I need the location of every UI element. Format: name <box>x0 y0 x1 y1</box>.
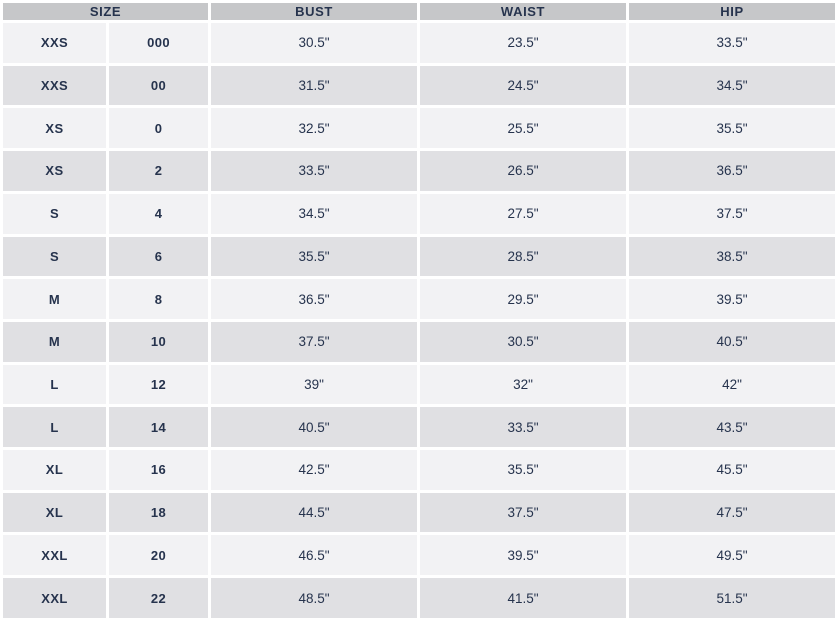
table-row: XXS 000 30.5" 23.5" 33.5" <box>3 23 836 63</box>
hip-column-header: HIP <box>629 3 836 20</box>
size-letter-cell: XL <box>3 492 106 533</box>
hip-cell: 43.5" <box>629 407 836 448</box>
table-row: M 10 37.5" 30.5" 40.5" <box>3 321 836 362</box>
hip-cell: 51.5" <box>629 578 836 618</box>
size-letter-cell: XXL <box>3 578 106 618</box>
waist-cell: 26.5" <box>420 151 627 191</box>
size-number-cell: 0 <box>109 108 209 149</box>
bust-cell: 44.5" <box>211 492 418 533</box>
waist-cell: 37.5" <box>420 492 627 533</box>
bust-column-header: BUST <box>211 3 418 20</box>
size-letter-cell: L <box>3 407 106 448</box>
bust-cell: 36.5" <box>211 279 418 319</box>
table-row: S 4 34.5" 27.5" 37.5" <box>3 193 836 234</box>
size-number-cell: 20 <box>109 535 209 576</box>
hip-cell: 39.5" <box>629 279 836 319</box>
waist-cell: 23.5" <box>420 23 627 63</box>
hip-cell: 45.5" <box>629 450 836 490</box>
hip-cell: 34.5" <box>629 65 836 106</box>
size-number-cell: 00 <box>109 65 209 106</box>
hip-cell: 37.5" <box>629 193 836 234</box>
bust-cell: 46.5" <box>211 535 418 576</box>
size-letter-cell: XL <box>3 450 106 490</box>
size-letter-cell: S <box>3 236 106 277</box>
size-number-cell: 16 <box>109 450 209 490</box>
size-number-cell: 6 <box>109 236 209 277</box>
size-letter-cell: XXS <box>3 65 106 106</box>
size-number-cell: 8 <box>109 279 209 319</box>
waist-cell: 24.5" <box>420 65 627 106</box>
waist-cell: 33.5" <box>420 407 627 448</box>
table-row: XS 0 32.5" 25.5" 35.5" <box>3 108 836 149</box>
bust-cell: 34.5" <box>211 193 418 234</box>
table-row: L 14 40.5" 33.5" 43.5" <box>3 407 836 448</box>
size-column-header: SIZE <box>3 3 209 20</box>
hip-cell: 49.5" <box>629 535 836 576</box>
waist-cell: 25.5" <box>420 108 627 149</box>
size-letter-cell: L <box>3 364 106 405</box>
size-number-cell: 4 <box>109 193 209 234</box>
bust-cell: 35.5" <box>211 236 418 277</box>
hip-cell: 38.5" <box>629 236 836 277</box>
size-letter-cell: M <box>3 321 106 362</box>
size-number-cell: 10 <box>109 321 209 362</box>
waist-cell: 39.5" <box>420 535 627 576</box>
hip-cell: 40.5" <box>629 321 836 362</box>
hip-cell: 33.5" <box>629 23 836 63</box>
size-letter-cell: XS <box>3 151 106 191</box>
waist-column-header: WAIST <box>420 3 627 20</box>
waist-cell: 27.5" <box>420 193 627 234</box>
bust-cell: 33.5" <box>211 151 418 191</box>
hip-cell: 47.5" <box>629 492 836 533</box>
waist-cell: 32" <box>420 364 627 405</box>
bust-cell: 48.5" <box>211 578 418 618</box>
table-row: L 12 39" 32" 42" <box>3 364 836 405</box>
size-letter-cell: XS <box>3 108 106 149</box>
table-row: XL 16 42.5" 35.5" 45.5" <box>3 450 836 490</box>
table-row: XL 18 44.5" 37.5" 47.5" <box>3 492 836 533</box>
hip-cell: 36.5" <box>629 151 836 191</box>
size-letter-cell: S <box>3 193 106 234</box>
size-letter-cell: XXS <box>3 23 106 63</box>
hip-cell: 42" <box>629 364 836 405</box>
size-chart-body: XXS 000 30.5" 23.5" 33.5" XXS 00 31.5" 24.5" 34.5… <box>3 23 836 618</box>
table-row: XXS 00 31.5" 24.5" 34.5" <box>3 65 836 106</box>
bust-cell: 39" <box>211 364 418 405</box>
waist-cell: 29.5" <box>420 279 627 319</box>
bust-cell: 37.5" <box>211 321 418 362</box>
size-letter-cell: XXL <box>3 535 106 576</box>
size-chart-header: SIZE BUST WAIST HIP <box>3 3 836 20</box>
size-letter-cell: M <box>3 279 106 319</box>
bust-cell: 40.5" <box>211 407 418 448</box>
size-number-cell: 2 <box>109 151 209 191</box>
size-number-cell: 000 <box>109 23 209 63</box>
table-row: S 6 35.5" 28.5" 38.5" <box>3 236 836 277</box>
size-number-cell: 12 <box>109 364 209 405</box>
bust-cell: 32.5" <box>211 108 418 149</box>
bust-cell: 31.5" <box>211 65 418 106</box>
waist-cell: 30.5" <box>420 321 627 362</box>
table-row: M 8 36.5" 29.5" 39.5" <box>3 279 836 319</box>
waist-cell: 41.5" <box>420 578 627 618</box>
waist-cell: 28.5" <box>420 236 627 277</box>
table-row: XXL 20 46.5" 39.5" 49.5" <box>3 535 836 576</box>
size-number-cell: 22 <box>109 578 209 618</box>
hip-cell: 35.5" <box>629 108 836 149</box>
size-number-cell: 14 <box>109 407 209 448</box>
waist-cell: 35.5" <box>420 450 627 490</box>
bust-cell: 42.5" <box>211 450 418 490</box>
bust-cell: 30.5" <box>211 23 418 63</box>
size-number-cell: 18 <box>109 492 209 533</box>
table-row: XXL 22 48.5" 41.5" 51.5" <box>3 578 836 618</box>
table-row: XS 2 33.5" 26.5" 36.5" <box>3 151 836 191</box>
header-row: SIZE BUST WAIST HIP <box>3 3 836 20</box>
